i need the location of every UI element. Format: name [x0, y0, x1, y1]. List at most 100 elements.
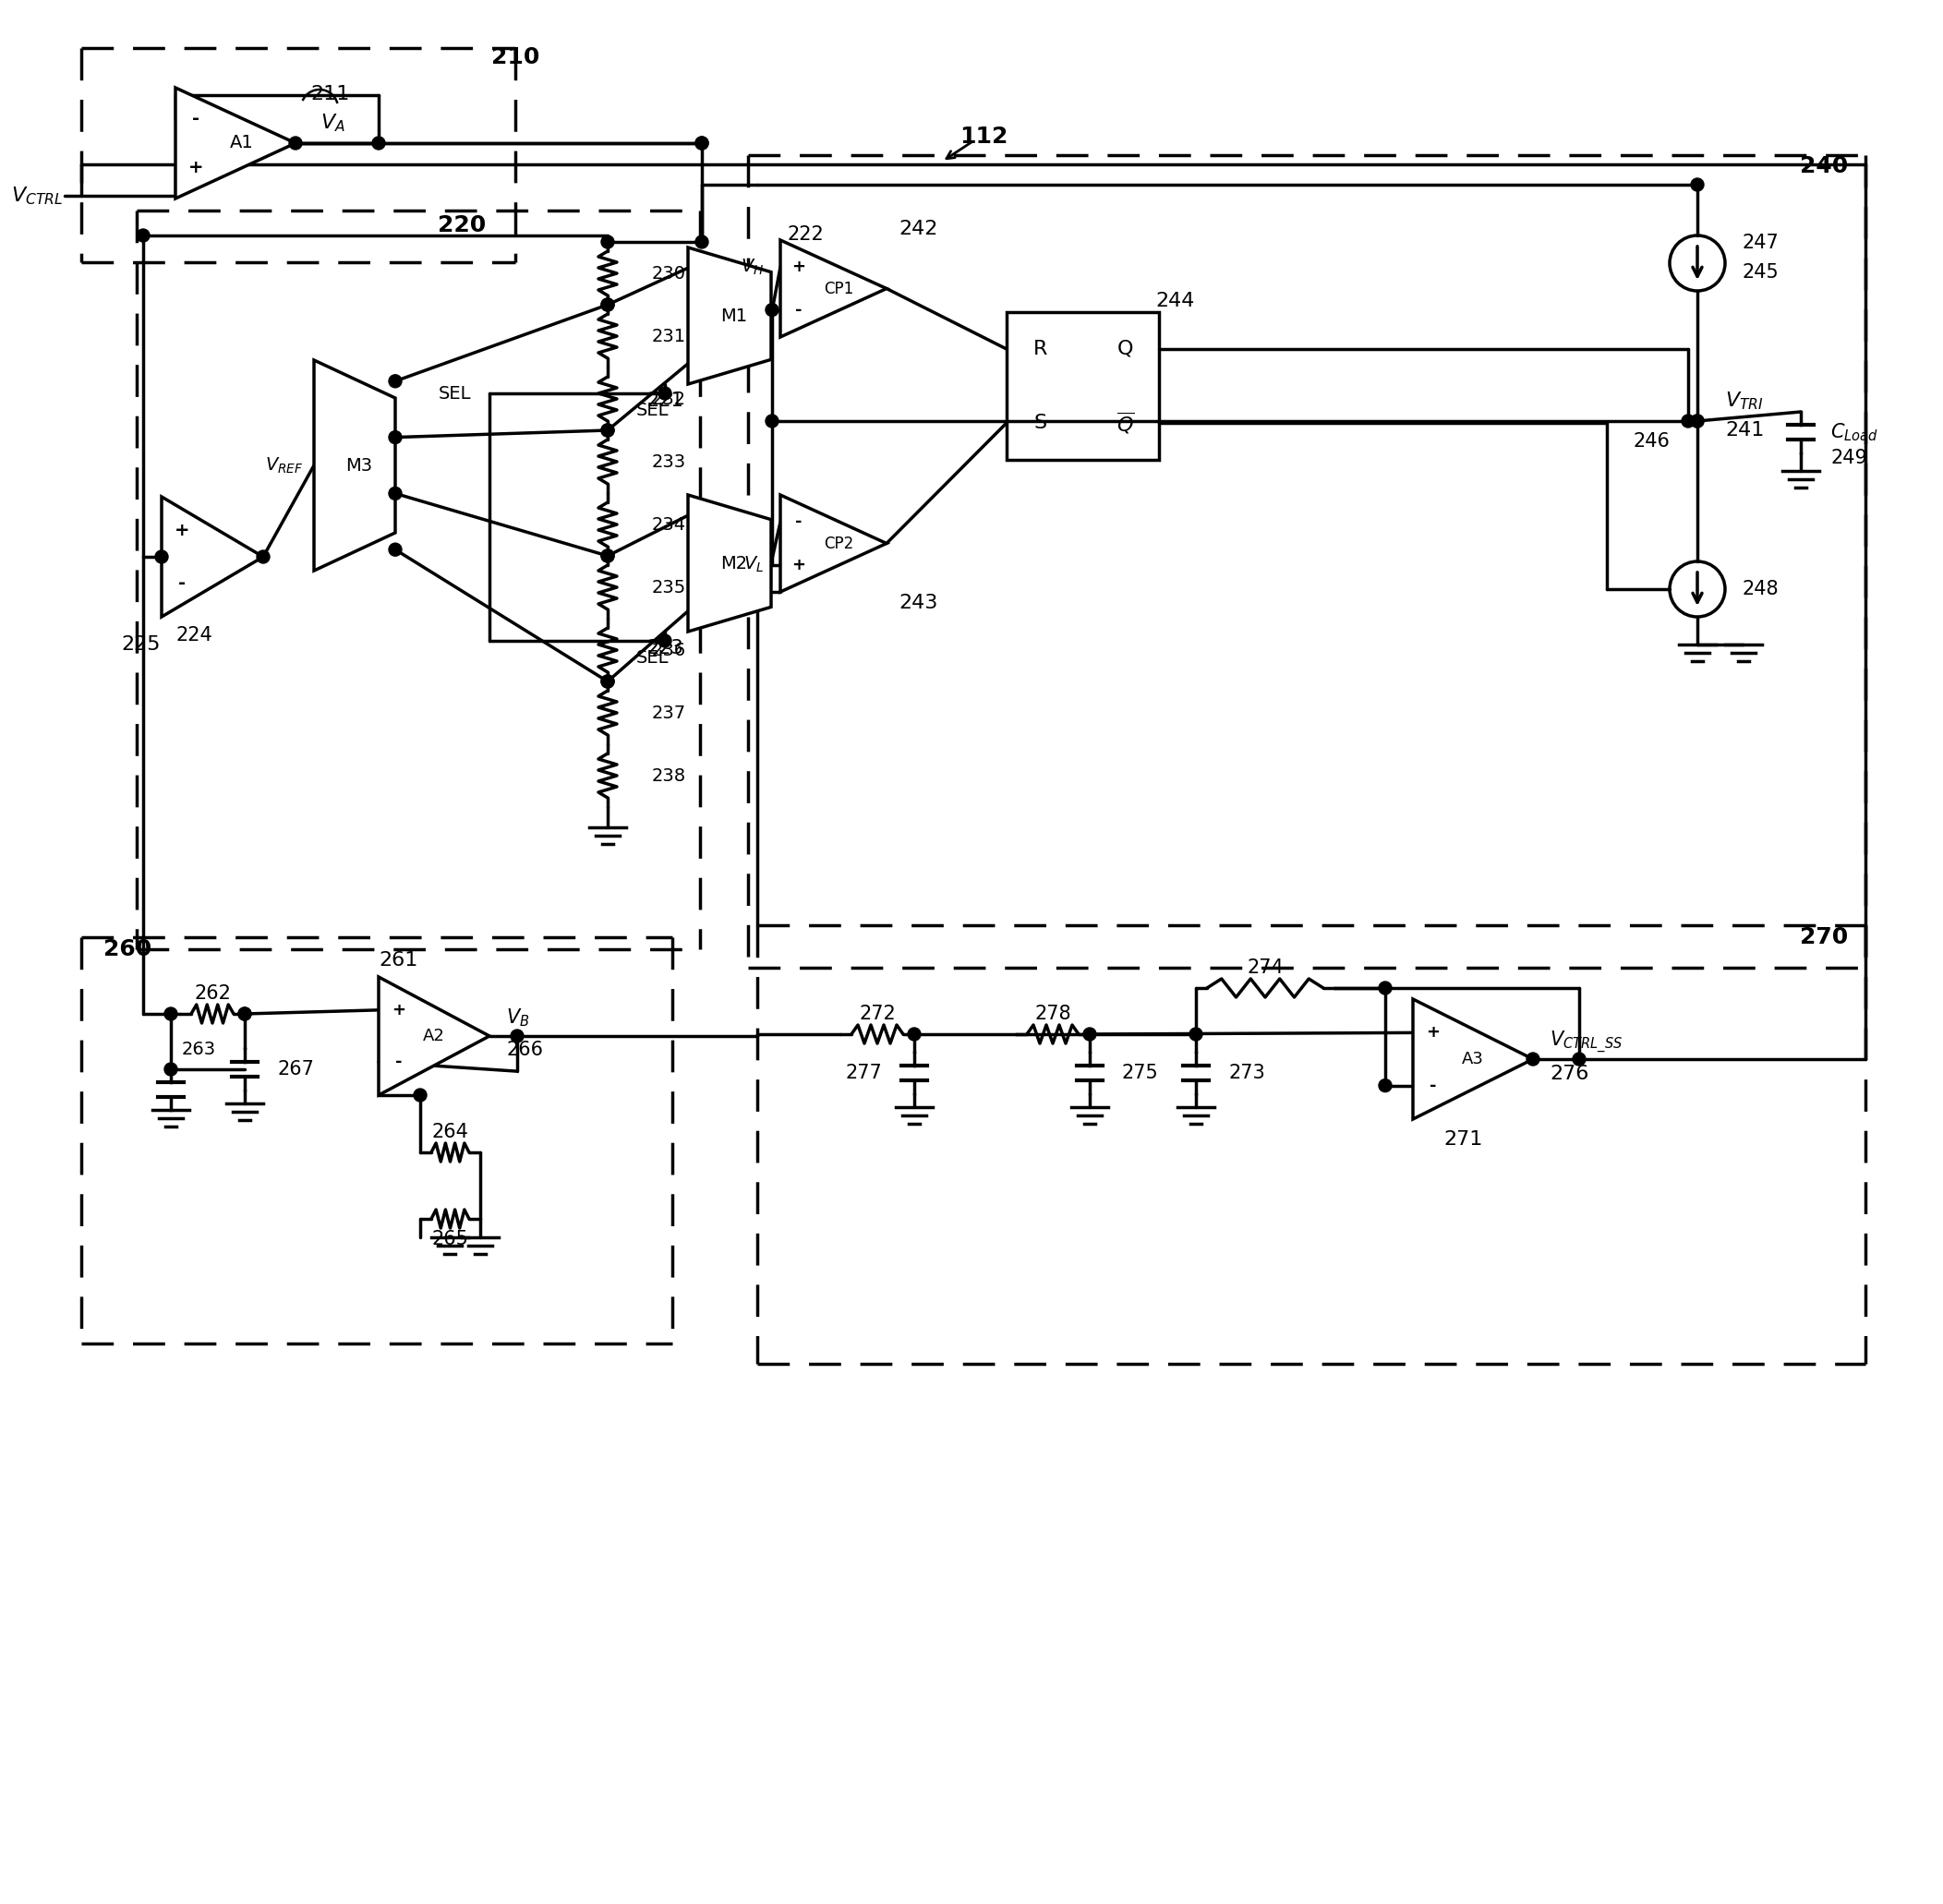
Polygon shape: [379, 977, 490, 1095]
Circle shape: [1527, 1053, 1539, 1066]
Text: 274: 274: [1247, 958, 1284, 977]
Circle shape: [600, 550, 614, 562]
Circle shape: [155, 550, 169, 564]
Text: M2: M2: [721, 554, 748, 571]
Text: 220: 220: [437, 215, 486, 236]
Text: 273: 273: [1228, 1064, 1265, 1081]
Text: -: -: [192, 110, 200, 128]
Polygon shape: [161, 497, 262, 617]
Circle shape: [414, 1089, 427, 1102]
Circle shape: [165, 1007, 177, 1021]
Circle shape: [766, 415, 779, 428]
Circle shape: [600, 425, 614, 436]
Text: 276: 276: [1551, 1064, 1589, 1083]
Circle shape: [165, 1062, 177, 1076]
Text: 238: 238: [653, 767, 686, 784]
Circle shape: [600, 425, 614, 436]
Text: 247: 247: [1741, 234, 1778, 251]
Text: +: +: [793, 556, 806, 573]
Text: 242: 242: [900, 219, 938, 238]
Text: +: +: [1426, 1024, 1440, 1041]
Circle shape: [1380, 1080, 1391, 1093]
Text: CP1: CP1: [824, 280, 853, 297]
Circle shape: [600, 676, 614, 687]
Text: A2: A2: [424, 1028, 445, 1043]
Bar: [1006, 312, 1158, 461]
Circle shape: [290, 137, 301, 150]
Text: 237: 237: [653, 704, 686, 722]
Text: $C_{Load}$: $C_{Load}$: [1830, 421, 1879, 444]
Text: -: -: [396, 1053, 402, 1070]
Polygon shape: [1413, 1000, 1533, 1120]
Text: -: -: [1430, 1078, 1436, 1093]
Text: +: +: [793, 259, 806, 276]
Text: 232: 232: [653, 390, 686, 407]
Text: 260: 260: [103, 939, 152, 960]
Text: S: S: [1034, 413, 1047, 432]
Circle shape: [1681, 415, 1694, 428]
Circle shape: [389, 375, 402, 388]
Text: 240: 240: [1799, 154, 1848, 177]
Text: 265: 265: [431, 1230, 468, 1249]
Circle shape: [1084, 1028, 1096, 1041]
Circle shape: [389, 430, 402, 444]
Text: 262: 262: [194, 984, 231, 1003]
Text: CP2: CP2: [824, 535, 853, 552]
Circle shape: [373, 137, 385, 150]
Polygon shape: [688, 248, 771, 385]
Text: 277: 277: [845, 1064, 882, 1081]
Text: $V_L$: $V_L$: [744, 554, 764, 575]
Circle shape: [389, 543, 402, 556]
Text: 224: 224: [175, 626, 212, 645]
Text: -: -: [179, 575, 187, 592]
Circle shape: [136, 228, 150, 242]
Text: 261: 261: [379, 952, 418, 969]
Text: 270: 270: [1799, 925, 1848, 948]
Circle shape: [239, 1007, 251, 1021]
Circle shape: [600, 299, 614, 310]
Text: $V_{REF}$: $V_{REF}$: [264, 455, 303, 476]
Text: 267: 267: [278, 1061, 315, 1078]
Text: M1: M1: [721, 307, 748, 324]
Circle shape: [696, 236, 709, 248]
Text: $V_{TRI}$: $V_{TRI}$: [1725, 390, 1764, 411]
Text: SEL: SEL: [439, 385, 470, 402]
Text: $V_{CTRL}$: $V_{CTRL}$: [12, 185, 62, 208]
Text: 271: 271: [1444, 1131, 1483, 1148]
Text: 272: 272: [859, 1005, 896, 1022]
Text: 248: 248: [1741, 581, 1778, 598]
Text: 231: 231: [653, 327, 686, 345]
Text: 236: 236: [653, 642, 686, 659]
Text: 266: 266: [505, 1041, 542, 1059]
Text: 278: 278: [1034, 1005, 1071, 1022]
Text: 243: 243: [900, 594, 938, 613]
Circle shape: [907, 1028, 921, 1041]
Text: 235: 235: [653, 579, 686, 596]
Text: 112: 112: [960, 126, 1008, 149]
Circle shape: [1690, 179, 1704, 190]
Circle shape: [389, 487, 402, 501]
Circle shape: [600, 676, 614, 687]
Text: 225: 225: [122, 636, 161, 653]
Circle shape: [696, 137, 709, 150]
Text: 264: 264: [431, 1123, 468, 1140]
Circle shape: [239, 1007, 251, 1021]
Circle shape: [256, 550, 270, 564]
Polygon shape: [175, 88, 295, 198]
Polygon shape: [688, 495, 771, 632]
Circle shape: [600, 550, 614, 562]
Circle shape: [766, 303, 779, 316]
Text: Q: Q: [1117, 339, 1133, 358]
Circle shape: [1380, 982, 1391, 994]
Circle shape: [1572, 1053, 1585, 1066]
Circle shape: [1189, 1028, 1203, 1041]
Polygon shape: [315, 360, 394, 571]
Text: M3: M3: [346, 457, 373, 474]
Text: $V_B$: $V_B$: [505, 1007, 530, 1028]
Text: $V_H$: $V_H$: [740, 257, 764, 278]
Circle shape: [511, 1030, 523, 1043]
Polygon shape: [781, 495, 886, 592]
Text: 223: 223: [647, 640, 684, 657]
Text: 234: 234: [653, 516, 686, 533]
Circle shape: [659, 634, 672, 647]
